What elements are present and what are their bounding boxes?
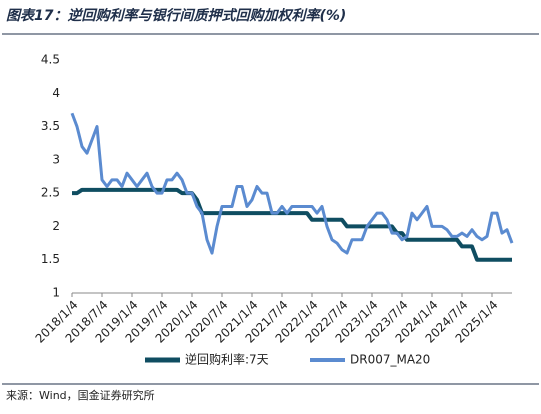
y-tick-label: 4 <box>52 86 60 100</box>
chart-title: 图表17：逆回购利率与银行间质押式回购加权利率(%) <box>6 7 346 24</box>
y-tick-label: 2.5 <box>41 186 60 200</box>
y-tick-label: 2 <box>52 219 60 233</box>
source-note: 来源：Wind，国金证券研究所 <box>6 388 155 402</box>
legend-label: DR007_MA20 <box>350 353 430 367</box>
legend-label: 逆回购利率:7天 <box>185 352 269 367</box>
series-line <box>70 112 514 255</box>
y-tick-label: 1.5 <box>41 252 60 266</box>
y-tick-label: 3 <box>52 152 60 166</box>
y-tick-label: 3.5 <box>41 119 60 133</box>
y-tick-label: 1 <box>52 286 60 300</box>
series-line <box>72 187 512 262</box>
y-tick-label: 4.5 <box>41 53 60 67</box>
